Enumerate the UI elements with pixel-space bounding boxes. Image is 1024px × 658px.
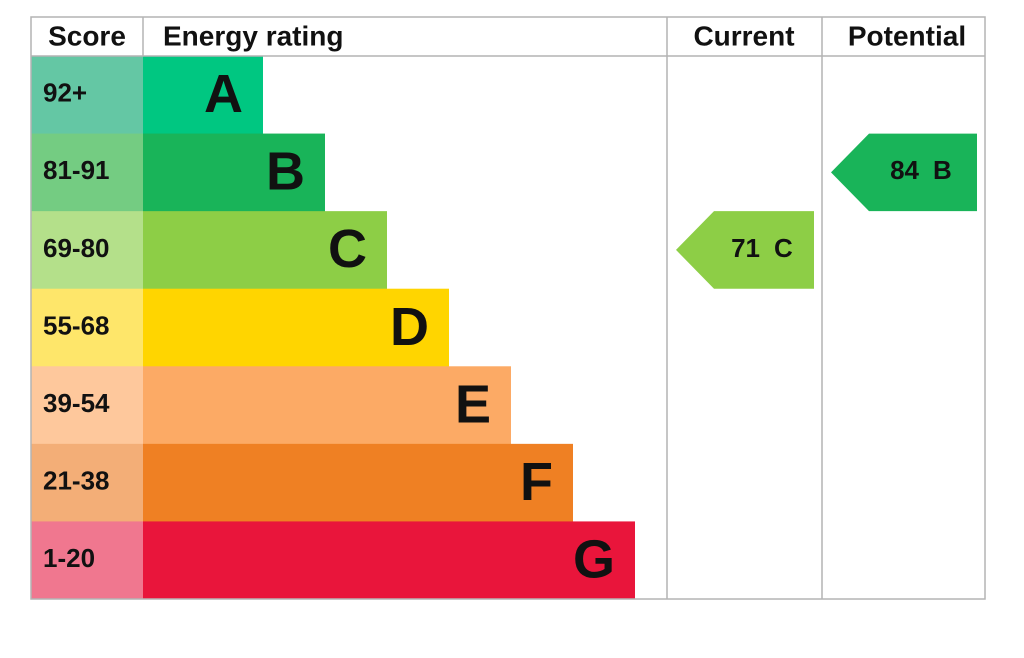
rating-header: Energy rating — [163, 20, 343, 51]
score-range: 21-38 — [43, 466, 110, 496]
score-cell — [31, 211, 143, 290]
current-header: Current — [693, 20, 794, 51]
potential-header: Potential — [848, 20, 966, 51]
arrows: 71 C 84 B — [676, 133, 977, 289]
potential-value: 84 — [890, 155, 919, 185]
table-border — [30, 16, 986, 600]
rating-letter: G — [573, 529, 615, 589]
score-cell — [31, 366, 143, 445]
score-cell — [31, 443, 143, 522]
score-cell — [31, 133, 143, 212]
score-cell — [31, 56, 143, 135]
bands: 92+ A 81-91 B 69-80 C 55-68 D 39-54 E 21-38 F 1-20 G — [31, 56, 635, 600]
rating-bar — [143, 133, 325, 212]
score-cell — [31, 521, 143, 600]
rating-letter: B — [266, 142, 305, 202]
rating-bar — [143, 366, 511, 445]
rating-letter: C — [328, 219, 367, 279]
score-header: Score — [48, 20, 126, 51]
current-value: 71 — [731, 233, 760, 263]
score-cell — [31, 288, 143, 367]
score-range: 81-91 — [43, 155, 110, 185]
current-arrow — [676, 211, 814, 289]
potential-arrow — [831, 133, 977, 212]
score-range: 55-68 — [43, 310, 110, 340]
rating-letter: D — [390, 297, 429, 357]
rating-bar — [143, 521, 635, 600]
rating-letter: E — [455, 374, 491, 434]
rating-bar — [143, 443, 573, 522]
rating-bar — [143, 211, 387, 290]
score-range: 39-54 — [43, 388, 110, 418]
rating-bar — [143, 288, 449, 367]
rating-letter: A — [204, 64, 243, 124]
current-letter: C — [774, 233, 793, 263]
rating-bar — [143, 56, 263, 135]
score-range: 92+ — [43, 78, 87, 108]
score-range: 1-20 — [43, 543, 95, 573]
potential-letter: B — [933, 155, 952, 185]
score-range: 69-80 — [43, 233, 110, 263]
rating-letter: F — [520, 452, 553, 512]
